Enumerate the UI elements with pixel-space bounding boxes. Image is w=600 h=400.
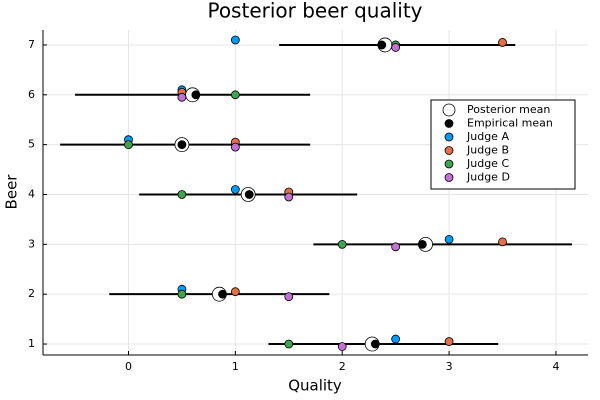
legend-marker: [444, 159, 454, 169]
y-tick-label: 2: [28, 287, 35, 300]
y-tick-label: 7: [28, 38, 35, 51]
x-tick-label: 2: [339, 360, 346, 373]
y-tick-label: 4: [28, 187, 35, 200]
x-tick-label: 4: [552, 360, 559, 373]
legend-box: [430, 99, 576, 190]
legend-marker: [444, 173, 454, 182]
y-tick-label: 5: [28, 138, 35, 151]
legend-marker: [442, 103, 456, 117]
point: [284, 339, 294, 349]
legend-marker: [444, 146, 454, 155]
point: [124, 140, 133, 150]
chart-title: Posterior beer quality: [207, 0, 422, 23]
point: [444, 234, 454, 244]
point: [244, 190, 254, 199]
point: [284, 292, 294, 302]
x-tick-label: 0: [125, 360, 132, 373]
legend-marker: [444, 132, 454, 142]
point: [391, 43, 401, 52]
legend-label: Judge A: [466, 130, 509, 143]
x-tick-label: 1: [232, 360, 239, 373]
point: [391, 242, 401, 252]
point: [177, 92, 187, 102]
y-tick-label: 1: [28, 337, 35, 350]
y-tick-label: 6: [28, 88, 35, 101]
y-axis-label: Beer: [3, 174, 21, 210]
point: [230, 185, 240, 194]
point: [370, 339, 380, 349]
point: [498, 38, 507, 47]
point: [230, 287, 240, 297]
point: [377, 40, 387, 50]
point: [177, 190, 187, 199]
point: [230, 90, 240, 100]
legend-label: Judge B: [466, 144, 509, 157]
legend-label: Empirical mean: [467, 117, 553, 130]
legend-marker: [444, 119, 454, 128]
point: [337, 342, 347, 351]
legend-label: Judge C: [466, 157, 509, 170]
point: [417, 239, 427, 249]
legend-label: Posterior mean: [467, 103, 550, 116]
point: [230, 35, 240, 45]
point: [284, 192, 294, 202]
point: [444, 337, 454, 346]
x-tick-label: 3: [446, 360, 453, 373]
point: [177, 140, 187, 150]
point: [498, 237, 507, 247]
legend-label: Judge D: [466, 171, 510, 184]
point: [177, 289, 187, 299]
point: [218, 289, 227, 299]
x-axis-label: Quality: [288, 377, 342, 395]
y-tick-label: 3: [28, 237, 35, 250]
point: [391, 334, 401, 344]
point: [230, 142, 240, 152]
point: [337, 239, 347, 249]
point: [191, 90, 201, 100]
